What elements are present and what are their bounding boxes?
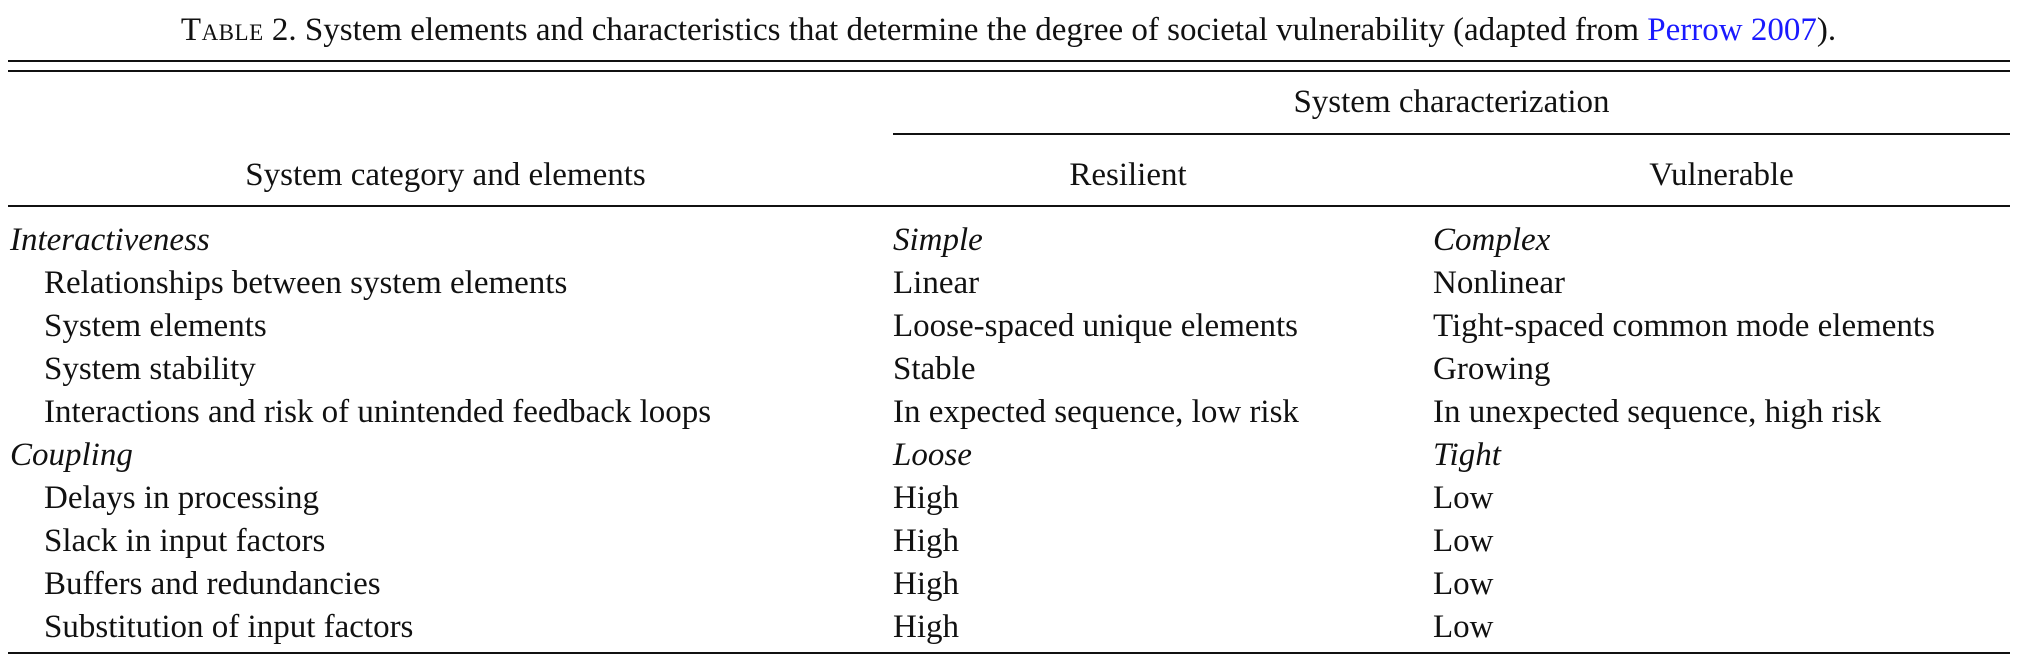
cell-category: Interactiveness xyxy=(10,222,210,258)
cell-category: Substitution of input factors xyxy=(44,609,414,645)
cell-vulnerable: In unexpected sequence, high risk xyxy=(1433,394,1882,430)
header-system-category: System category and elements xyxy=(245,157,646,193)
cell-resilient: Stable xyxy=(893,351,976,387)
header-resilient: Resilient xyxy=(1069,157,1187,193)
cell-category: Interactions and risk of unintended feed… xyxy=(44,394,712,430)
cell-vulnerable: Growing xyxy=(1433,351,1551,387)
header-vulnerable: Vulnerable xyxy=(1649,157,1794,193)
cell-category: Delays in processing xyxy=(44,480,319,516)
caption-label: Table xyxy=(180,12,264,48)
cell-resilient: Loose-spaced unique elements xyxy=(893,308,1299,344)
cell-resilient: Loose xyxy=(893,437,972,473)
top-rule-2 xyxy=(8,70,2010,72)
cell-vulnerable: Low xyxy=(1433,480,1494,516)
cell-vulnerable: Complex xyxy=(1433,222,1551,258)
bottom-rule xyxy=(8,652,2010,654)
cell-vulnerable: Low xyxy=(1433,566,1494,602)
cell-resilient: High xyxy=(893,523,959,559)
header-rule xyxy=(8,205,2010,207)
cell-resilient: In expected sequence, low risk xyxy=(893,394,1299,430)
cell-category: Slack in input factors xyxy=(44,523,326,559)
cell-category: System stability xyxy=(44,351,256,387)
cell-category: Relationships between system elements xyxy=(44,265,568,301)
header-group-system-characterization: System characterization xyxy=(1293,84,1610,120)
citation-link[interactable]: Perrow 2007 xyxy=(1647,12,1817,48)
cell-category: Buffers and redundancies xyxy=(44,566,381,602)
top-rule-1 xyxy=(8,60,2010,62)
caption-tail: ). xyxy=(1816,12,1837,48)
table-caption: Table 2. System elements and characteris… xyxy=(0,6,2017,54)
header-span-rule xyxy=(893,133,2010,135)
cell-vulnerable: Nonlinear xyxy=(1433,265,1565,301)
cell-category: Coupling xyxy=(10,437,133,473)
cell-vulnerable: Low xyxy=(1433,609,1494,645)
cell-vulnerable: Tight-spaced common mode elements xyxy=(1433,308,1935,344)
cell-vulnerable: Low xyxy=(1433,523,1494,559)
caption-number: 2. xyxy=(263,12,297,48)
caption-text: System elements and characteristics that… xyxy=(296,12,1648,48)
cell-resilient: High xyxy=(893,609,959,645)
cell-resilient: High xyxy=(893,480,959,516)
cell-resilient: Linear xyxy=(893,265,980,301)
cell-vulnerable: Tight xyxy=(1433,437,1501,473)
cell-category: System elements xyxy=(44,308,267,344)
cell-resilient: High xyxy=(893,566,959,602)
cell-resilient: Simple xyxy=(893,222,983,258)
